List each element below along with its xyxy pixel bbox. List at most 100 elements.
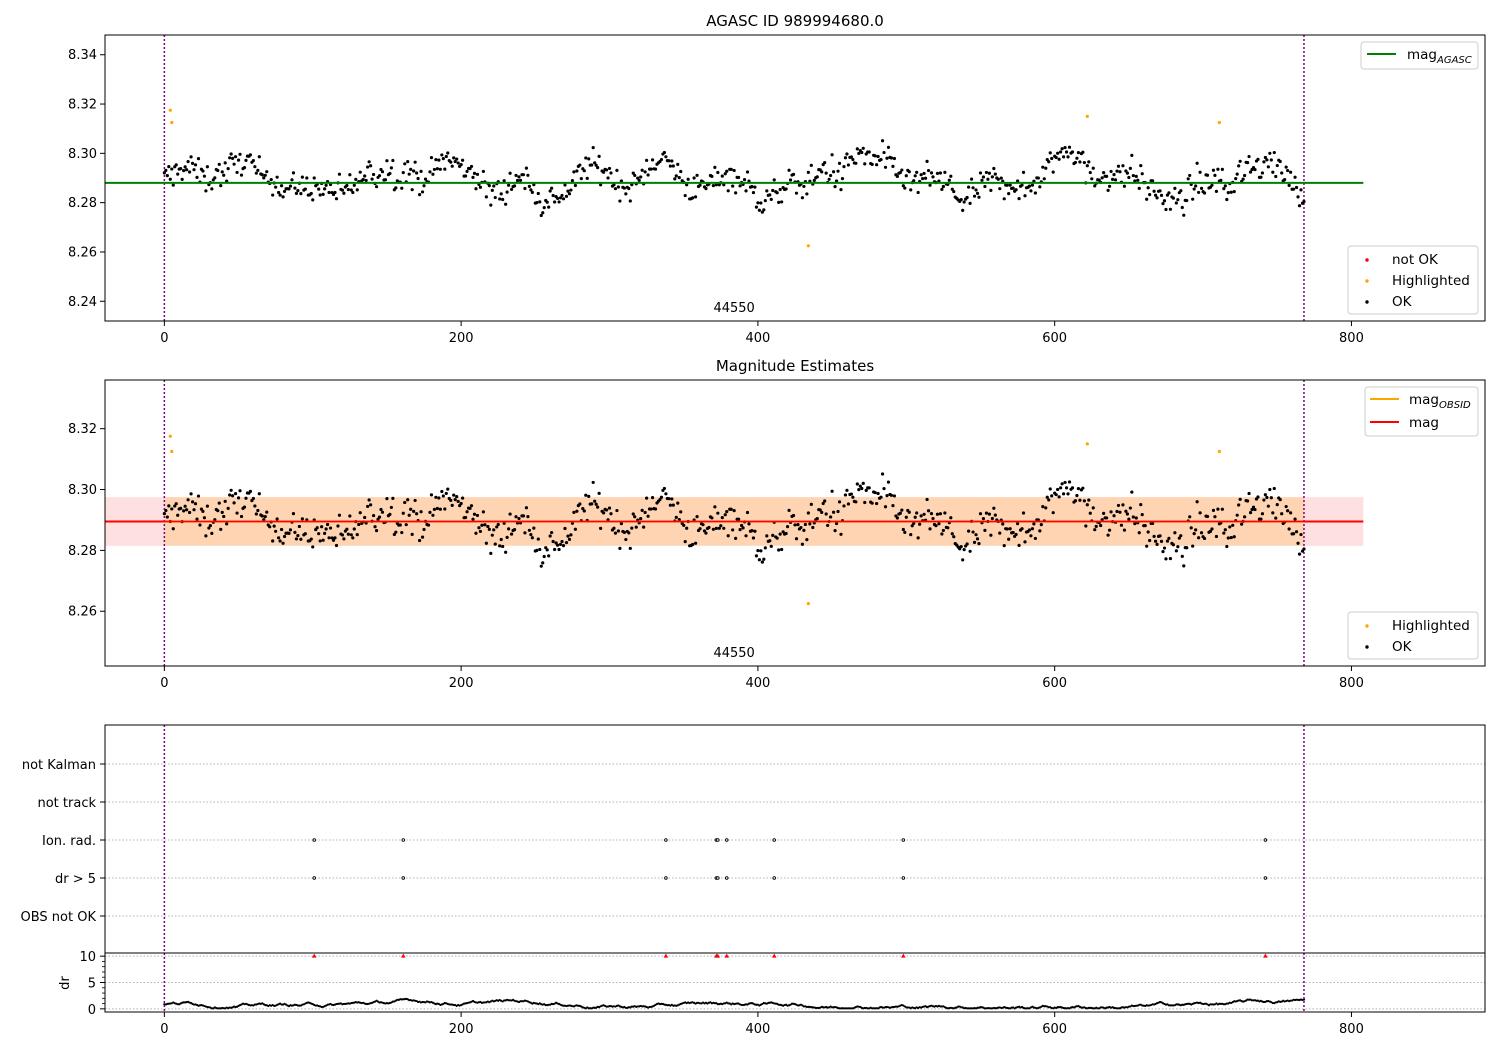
panel1-point-ok: [293, 186, 297, 190]
panel2-point-ok: [671, 503, 675, 507]
panel2-point-ok: [487, 527, 491, 531]
panel2-point-ok: [925, 497, 929, 502]
panel1-point-ok: [1245, 161, 1250, 165]
panel2-point-ok: [1056, 487, 1060, 492]
panel1-point-ok: [529, 188, 533, 192]
panel1-point-ok: [587, 157, 591, 161]
panel2-point-ok: [676, 501, 680, 505]
panel1-point-ok: [507, 183, 511, 187]
panel1-point-ok: [180, 177, 184, 181]
panel2-point-ok: [640, 508, 644, 512]
panel1-point-ok: [778, 187, 782, 192]
panel2-point-ok: [569, 533, 573, 537]
panel2-point-ok: [1286, 509, 1290, 513]
panel1-point-highlighted: [1085, 114, 1089, 118]
panel1-point-ok: [1259, 175, 1263, 179]
panel1-point-ok: [1197, 190, 1201, 195]
panel2-point-ok: [323, 531, 327, 536]
panel2-point-ok: [1294, 530, 1299, 534]
panel1-point-ok: [358, 170, 362, 174]
panel2-point-ok: [791, 513, 796, 518]
panel2-point-ok: [1216, 507, 1220, 511]
panel2-point-ok: [207, 526, 211, 530]
panel2-point-ok: [1237, 503, 1241, 507]
panel1-point-ok: [750, 185, 754, 189]
panel2-point-ok: [355, 533, 359, 537]
panel2-point-ok: [829, 515, 833, 519]
panel1-legend-marker: [1365, 279, 1369, 283]
panel1-point-ok: [515, 178, 520, 183]
panel1-point-ok: [754, 205, 759, 209]
panel2-point-ok: [860, 486, 864, 491]
panel1-point-ok: [962, 200, 966, 204]
panel1-point-ok: [1226, 190, 1230, 195]
panel2-point-ok: [1194, 528, 1198, 532]
panel1-point-ok: [861, 146, 865, 150]
panel1-point-ok: [317, 187, 321, 191]
panel1-point-ok: [1102, 171, 1106, 175]
panel1-point-ok: [296, 189, 300, 193]
panel2-point-ok: [342, 537, 346, 541]
panel2-point-ok: [858, 484, 862, 488]
panel1-point-ok: [455, 157, 459, 161]
panel1-point-ok: [1205, 173, 1210, 177]
panel1-point-ok: [1225, 197, 1229, 202]
panel1-point-ok: [880, 139, 885, 143]
panel3-dr-tick-label: 10: [79, 950, 96, 965]
panel1-point-ok: [1275, 163, 1279, 168]
panel1-point-ok: [349, 188, 353, 192]
panel2-point-ok: [987, 512, 991, 516]
panel1-point-ok: [1113, 178, 1118, 182]
panel1-point-ok: [1020, 183, 1024, 187]
panel1-point-ok: [370, 177, 374, 181]
panel2-point-ok: [410, 532, 414, 536]
panel1-point-ok: [196, 157, 201, 161]
panel1-point-ok: [1017, 196, 1021, 201]
panel2-point-ok: [426, 523, 431, 527]
panel3-flag-label: OBS not OK: [21, 910, 97, 925]
panel2-point-ok: [167, 504, 171, 508]
panel2-point-ok: [1127, 517, 1131, 521]
panel1-point-ok: [876, 154, 880, 159]
panel2-point-ok: [449, 498, 453, 502]
panel1-point-ok: [205, 165, 209, 169]
panel1-point-ok: [1283, 178, 1287, 182]
panel1-point-ok: [217, 162, 221, 166]
panel1-point-ok: [518, 178, 523, 182]
panel2-point-ok: [481, 510, 485, 514]
panel1-point-ok: [977, 195, 981, 199]
panel2-point-ok: [857, 488, 861, 492]
panel1-point-ok: [1116, 164, 1121, 168]
panel1-point-ok: [441, 157, 445, 161]
panel1-point-ok: [921, 176, 925, 181]
panel2-legend-obsid-label: magOBSID: [1409, 392, 1471, 411]
panel2-point-ok: [714, 526, 718, 530]
panel1-point-ok: [478, 185, 483, 189]
panel1-point-ok: [937, 179, 941, 183]
panel1-point-ok: [593, 161, 597, 165]
panel2-point-ok: [1247, 491, 1251, 496]
panel2-point-ok: [734, 536, 738, 540]
panel1-point-ok: [830, 153, 834, 157]
panel2-point-ok: [189, 492, 193, 496]
panel2-point-ok: [170, 507, 174, 511]
panel2-point-ok: [808, 522, 812, 526]
panel2-point-ok: [910, 524, 914, 528]
panel2-point-ok: [1280, 512, 1284, 516]
panel1-point-ok: [907, 170, 911, 174]
panel2-point-ok: [929, 512, 934, 516]
panel1-point-ok: [769, 197, 773, 201]
panel2-point-ok: [1143, 524, 1147, 528]
panel2-point-ok: [300, 517, 304, 521]
panel2-point-ok: [459, 501, 463, 506]
panel2-point-ok: [547, 554, 551, 558]
panel1-point-ok: [596, 166, 600, 170]
panel3-dr-frame: [104, 952, 1486, 1013]
panel1-point-ok: [345, 183, 349, 188]
panel2-point-ok: [750, 529, 754, 533]
panel2-point-ok: [321, 538, 325, 542]
panel1-point-ok: [1151, 179, 1155, 183]
panel1-point-ok: [815, 175, 819, 179]
panel1-point-ok: [167, 165, 171, 169]
panel2-point-ok: [173, 504, 177, 508]
